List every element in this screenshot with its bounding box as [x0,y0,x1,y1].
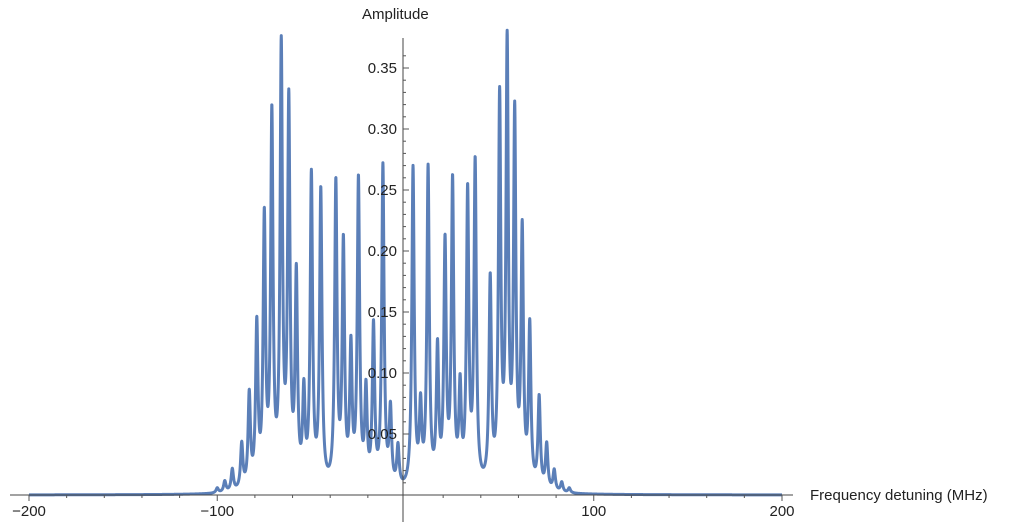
y-tick-label: 0.10 [368,365,397,382]
x-tick-label: −200 [12,503,46,520]
y-tick-label: 0.25 [368,182,397,199]
x-axis-title: Frequency detuning (MHz) [810,487,988,504]
y-ticks: 0.05 0.10 0.15 0.20 0.25 0.30 0.35 [368,55,409,484]
series-line [27,28,784,497]
y-axis-title: Amplitude [362,6,429,23]
y-tick-label: 0.30 [368,121,397,138]
plot-area [27,28,784,497]
x-tick-label: −100 [200,503,234,520]
x-ticks: −200 −100 100 200 [12,495,795,520]
x-tick-label: 100 [581,503,606,520]
y-tick-label: 0.20 [368,243,397,260]
y-tick-label: 0.15 [368,304,397,321]
y-tick-label: 0.35 [368,60,397,77]
y-tick-label: 0.05 [368,426,397,443]
x-tick-label: 200 [769,503,794,520]
axes [10,38,793,522]
